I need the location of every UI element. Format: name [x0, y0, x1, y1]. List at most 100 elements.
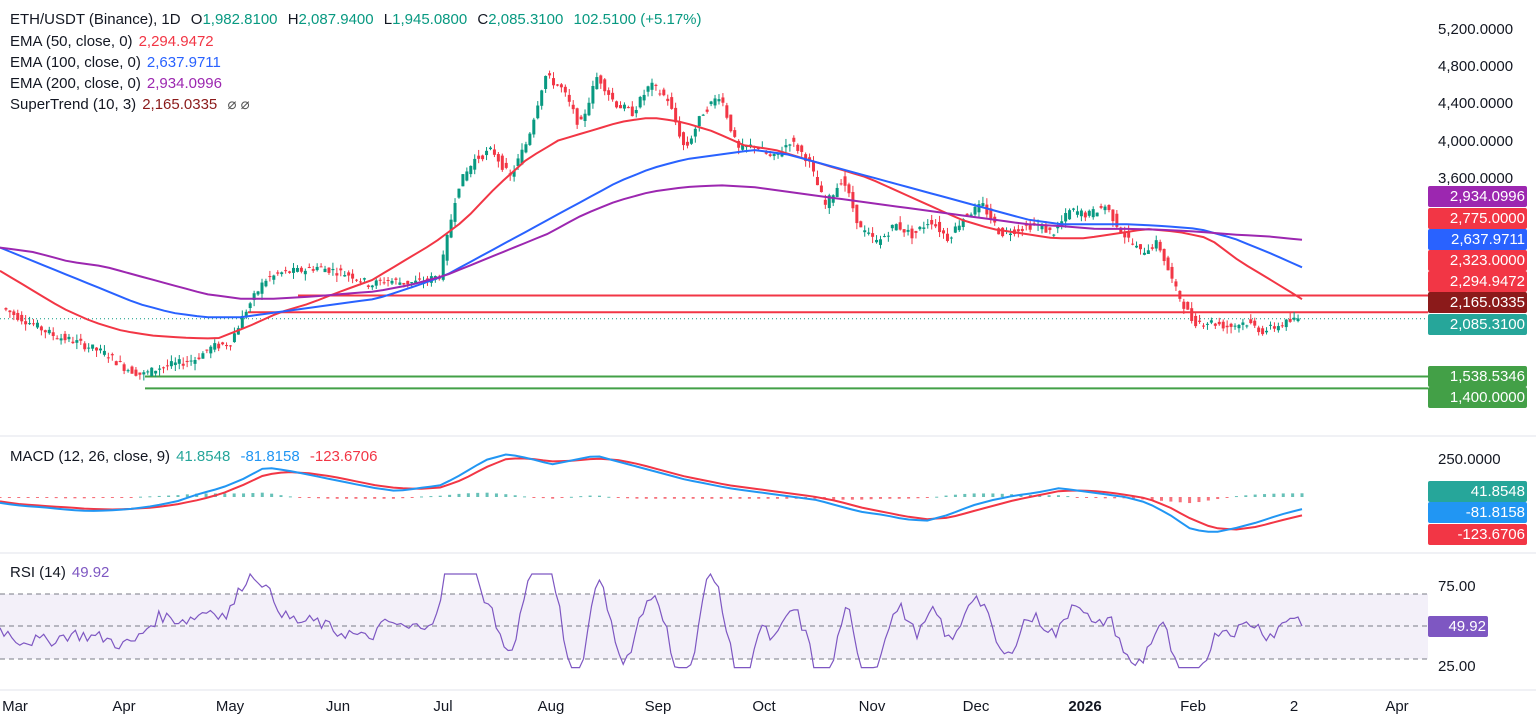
macd-histogram-bar [17, 497, 21, 498]
candle-body [252, 293, 256, 301]
candle-body [32, 323, 36, 325]
macd-histogram-bar [54, 497, 58, 499]
candle-body [626, 107, 630, 109]
candle-body [205, 349, 209, 351]
candle-body [934, 224, 938, 227]
price-tick: 4,400.0000 [1438, 95, 1514, 112]
candle-body [953, 226, 957, 233]
candle-body [1261, 328, 1265, 335]
rsi-tick: 25.00 [1438, 658, 1476, 675]
macd-histogram-bar [401, 497, 405, 499]
candle-body [658, 93, 662, 95]
candle-body [831, 195, 835, 203]
candle-body [449, 219, 453, 238]
macd-histogram-bar [560, 497, 564, 498]
candle-body [764, 151, 768, 154]
macd-histogram-bar [869, 497, 873, 500]
ema100-value: 2,637.9711 [146, 54, 221, 71]
candle-body [520, 149, 524, 165]
candle-body [469, 165, 473, 175]
supertrend-extra: ⌀ ⌀ [227, 96, 250, 113]
macd-histogram-bar [597, 495, 601, 497]
candle-body [1048, 227, 1052, 231]
macd-histogram-bar [410, 497, 414, 498]
candle-body [1142, 252, 1146, 255]
candle-body [138, 372, 142, 375]
candle-body [1064, 213, 1068, 222]
macd-histogram-bar [335, 497, 339, 499]
macd-histogram-bar [738, 497, 742, 499]
macd-histogram-bar [110, 497, 114, 498]
candle-body [488, 147, 492, 150]
candle-body [575, 108, 579, 125]
macd-histogram-bar [1216, 497, 1220, 500]
macd-histogram-bar [541, 497, 545, 499]
macd-histogram-bar [701, 497, 705, 499]
candle-body [504, 162, 508, 168]
price-tag-supertrend: 2,165.0335 [1428, 292, 1527, 313]
candle-body [847, 184, 851, 194]
candle-body [662, 89, 666, 96]
candle-body [173, 362, 177, 366]
candle-body [51, 332, 55, 337]
candle-body [1103, 206, 1107, 211]
candle-body [79, 338, 83, 341]
candle-body [938, 221, 942, 233]
candle-body [638, 96, 642, 108]
macd-histogram-bar [1281, 493, 1285, 497]
candle-body [906, 229, 910, 232]
candle-body [122, 364, 126, 371]
candle-body [1268, 324, 1272, 326]
candle-body [292, 267, 296, 273]
macd-histogram-bar [429, 496, 433, 498]
macd-histogram-bar [569, 496, 573, 498]
candle-body [319, 266, 323, 268]
macd-histogram-bar [391, 497, 395, 499]
candle-body [1225, 325, 1229, 328]
macd-histogram-bar [373, 497, 377, 499]
macd-histogram-bar [298, 497, 302, 498]
macd-histogram-bar [1066, 496, 1070, 498]
candle-body [461, 174, 465, 187]
candle-body [142, 372, 146, 375]
candle-body [110, 354, 114, 356]
macd-histogram-bar [588, 495, 592, 497]
supertrend-name: SuperTrend (10, 3) [10, 96, 137, 113]
candle-body [28, 323, 32, 325]
macd-histogram-bar [635, 497, 639, 499]
x-tick-2026: 2026 [1068, 698, 1102, 715]
candle-body [567, 94, 571, 102]
candle-body [418, 278, 422, 280]
candle-body [189, 360, 193, 362]
candle-body [544, 75, 548, 90]
ema100-legend: EMA (100, close, 0) 2,637.9711 [10, 53, 221, 73]
candle-body [571, 104, 575, 110]
macd-histogram-bar [1150, 497, 1154, 501]
x-tick-nov: Nov [858, 698, 886, 715]
candle-body [646, 86, 650, 92]
candle-body [650, 82, 654, 90]
candle-body [835, 187, 839, 197]
candle-body [1213, 323, 1217, 326]
candle-body [583, 113, 587, 121]
macd-histogram-bar [1188, 497, 1192, 504]
candle-body [926, 224, 930, 226]
candle-body [1229, 323, 1233, 327]
candle-body [536, 105, 540, 119]
candle-body [587, 102, 591, 116]
candle-body [402, 282, 406, 285]
ema200-legend: EMA (200, close, 0) 2,934.0996 [10, 74, 222, 94]
candle-body [579, 116, 583, 120]
macd-histogram-bar [972, 493, 976, 497]
macd-histogram-bar [841, 497, 845, 500]
candle-body [642, 94, 646, 101]
supertrend-value: 2,165.0335 [142, 96, 218, 113]
candle-body [563, 86, 567, 93]
macd-histogram-bar [448, 494, 452, 497]
macd-histogram-bar [139, 496, 143, 498]
candle-body [965, 213, 969, 216]
candle-body [713, 98, 717, 106]
candle-body [1115, 213, 1119, 227]
macd-histogram-bar [485, 492, 489, 497]
